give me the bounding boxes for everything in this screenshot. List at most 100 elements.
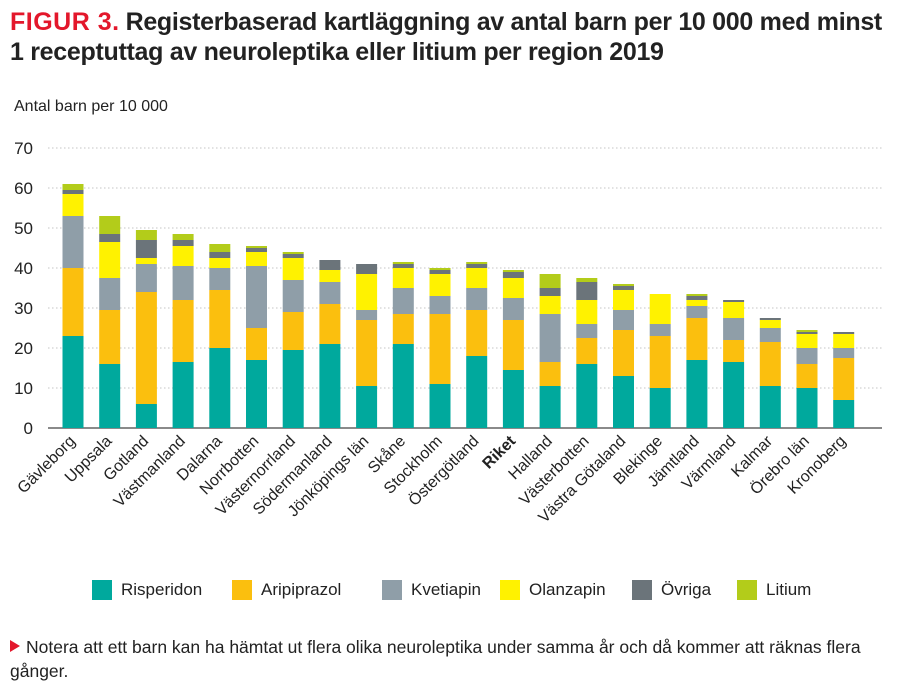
legend-item: Kvetiapin: [382, 578, 481, 602]
bar-segment: [502, 278, 524, 298]
bar-segment: [99, 242, 121, 278]
y-axis-label: Antal barn per 10 000: [14, 98, 168, 115]
bar-segment: [135, 240, 157, 258]
bar-segment: [392, 262, 414, 264]
bars: [62, 184, 855, 428]
bar-segment: [135, 404, 157, 428]
bar-segment: [99, 310, 121, 364]
bar-segment: [356, 310, 378, 320]
bar-segment: [135, 258, 157, 264]
y-tick-labels: 0 10 20 30 40 50 60 70: [14, 139, 33, 438]
legend-label: Risperidon: [121, 580, 203, 599]
bar-segment: [759, 320, 781, 328]
bar-segment: [539, 362, 561, 386]
bar-segment: [759, 328, 781, 342]
bar-segment: [613, 286, 634, 290]
bar-segment: [576, 364, 598, 428]
bar-segment: [576, 324, 598, 338]
bar-segment: [539, 386, 561, 428]
bar-segment: [62, 184, 84, 190]
bar-segment: [539, 296, 561, 314]
bar-segment: [796, 348, 818, 364]
bar-segment: [246, 246, 267, 248]
bar-segment: [613, 330, 634, 376]
bar-segment: [429, 274, 451, 296]
bar-segment: [649, 336, 671, 388]
bar-segment: [282, 254, 304, 258]
bar-segment: [686, 294, 708, 296]
bar-segment: [466, 264, 488, 268]
x-tick-labels: GävleborgUppsalaGotlandVästmanlandDalarn…: [15, 432, 850, 527]
bar-segment: [172, 300, 194, 362]
bar-segment: [99, 234, 121, 242]
bar-segment: [172, 240, 194, 246]
bar-segment: [723, 362, 745, 428]
bar-segment: [282, 258, 304, 280]
bar-segment: [209, 268, 231, 290]
bar-segment: [576, 282, 598, 300]
bar-segment: [429, 314, 451, 384]
bar-segment: [356, 274, 378, 310]
bar-segment: [833, 332, 855, 334]
bar-segment: [576, 300, 598, 324]
bar-segment: [833, 334, 855, 348]
bar-segment: [319, 344, 341, 428]
bar-segment: [723, 300, 745, 302]
bar-segment: [62, 190, 84, 194]
bar-segment: [649, 388, 671, 428]
bar-segment: [686, 296, 708, 300]
bar-segment: [539, 288, 561, 296]
bar-segment: [502, 270, 524, 272]
bar-segment: [429, 268, 451, 270]
bar-segment: [796, 332, 818, 334]
legend: Risperidon Aripiprazol Kvetiapin Olanzapin Ö…: [92, 578, 852, 602]
bar-segment: [429, 270, 451, 274]
bar-segment: [723, 302, 745, 318]
legend-label: Aripiprazol: [261, 580, 342, 599]
bar-segment: [759, 386, 781, 428]
bar-segment: [209, 348, 231, 428]
bar-segment: [172, 246, 194, 266]
bar-segment: [686, 360, 708, 428]
stacked-bar-chart: 0 10 20 30 40 50 60 70 GävleborgUppsalaGotlandV…: [14, 139, 882, 527]
bar-segment: [319, 282, 341, 304]
legend-swatch: [632, 580, 652, 600]
y-tick-label: 30: [14, 299, 33, 318]
bar-segment: [759, 342, 781, 386]
bar-segment: [466, 310, 488, 356]
bar-segment: [282, 252, 304, 254]
bar-segment: [356, 320, 378, 386]
legend-item: Olanzapin: [500, 578, 606, 602]
bar-segment: [649, 324, 671, 336]
bar-segment: [576, 338, 598, 364]
figure-label: FIGUR 3.: [10, 8, 120, 36]
bar-segment: [466, 262, 488, 264]
bar-segment: [135, 292, 157, 404]
bar-segment: [246, 360, 267, 428]
bar-segment: [502, 272, 524, 278]
bar-segment: [613, 290, 634, 310]
legend-swatch: [232, 580, 252, 600]
bar-segment: [502, 370, 524, 428]
bar-segment: [613, 284, 634, 286]
legend-label: Litium: [766, 580, 812, 599]
x-tick-label: Gävleborg: [15, 433, 79, 497]
bar-segment: [62, 336, 84, 428]
bar-segment: [502, 320, 524, 370]
bar-segment: [686, 318, 708, 360]
legend-item: Risperidon: [92, 578, 202, 602]
bar-segment: [502, 298, 524, 320]
bar-segment: [833, 358, 855, 400]
bar-segment: [282, 312, 304, 350]
legend-item: Aripiprazol: [232, 578, 341, 602]
y-tick-label: 10: [14, 379, 33, 398]
bar-segment: [759, 318, 781, 320]
legend-label: Kvetiapin: [411, 580, 481, 599]
bar-segment: [319, 270, 341, 282]
bar-segment: [319, 260, 341, 270]
bar-segment: [796, 364, 818, 388]
legend-swatch: [737, 580, 757, 600]
bar-segment: [282, 350, 304, 428]
bar-segment: [686, 306, 708, 318]
bar-segment: [319, 304, 341, 344]
